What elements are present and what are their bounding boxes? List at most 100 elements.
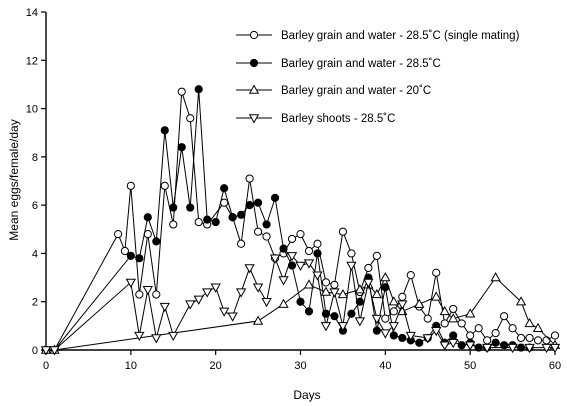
series-1-point <box>525 333 534 343</box>
series-2-point <box>135 254 144 263</box>
series-2-point <box>355 297 364 306</box>
series-4-point <box>278 276 289 286</box>
legend-label: Barley grain and water - 20˚C <box>281 85 431 97</box>
series-1-point <box>262 232 271 241</box>
series-3 <box>40 272 561 354</box>
series-4-point <box>185 300 196 310</box>
series-1-point <box>126 181 135 190</box>
axes: 0 2 4 6 8 10 12 14 0 10 20 30 40 50 60 <box>26 7 561 372</box>
series-4-point <box>151 334 162 344</box>
legend-item-3: Barley grain and water - 20˚C <box>236 84 431 97</box>
legend-marker <box>249 30 259 40</box>
y-tick-label: 0 <box>32 345 38 357</box>
y-tick-label: 2 <box>32 297 38 309</box>
series-3-point <box>320 286 332 296</box>
series-2-point <box>270 193 280 202</box>
x-axis-title: Days <box>293 388 320 402</box>
y-tick-label: 6 <box>32 200 38 212</box>
series-2-point <box>389 331 398 340</box>
series-3-point <box>524 317 535 328</box>
x-tick-label: 20 <box>210 360 222 372</box>
series-1-point <box>313 239 322 248</box>
series-2-point <box>169 203 178 212</box>
series-3-point <box>414 298 425 308</box>
series-4-point <box>354 317 366 327</box>
series-3-point <box>354 284 366 294</box>
series-1-point <box>550 331 560 340</box>
series-4-point <box>210 283 221 293</box>
y-tick-label: 12 <box>26 55 38 67</box>
series-3-point <box>380 272 391 282</box>
series-4-point <box>312 271 323 281</box>
series-4-point <box>507 343 518 354</box>
series-3-point <box>371 288 383 299</box>
series-1 <box>41 87 560 355</box>
series-4-point <box>286 252 298 262</box>
x-tick-label: 40 <box>379 360 391 372</box>
series-1-point <box>491 329 500 338</box>
series-4-point <box>320 322 332 332</box>
legend-item-2: Barley grain and water - 28.5˚C <box>236 58 441 70</box>
series-2-point <box>415 338 424 347</box>
series-4-point <box>235 288 247 298</box>
series-4-point <box>549 343 561 354</box>
series-1-point <box>160 181 169 190</box>
series-3-point <box>252 315 264 325</box>
legend-marker <box>248 84 260 94</box>
series-2-point <box>313 249 322 258</box>
series-2-point <box>279 244 288 253</box>
y-tick-label: 14 <box>26 7 38 19</box>
series-1-point <box>194 217 203 227</box>
legend-item-1: Barley grain and water - 28.5˚C (single … <box>236 30 520 42</box>
series-3-point <box>448 313 459 323</box>
series-1-point <box>398 292 407 301</box>
series-2-point <box>398 333 407 343</box>
series-3-point <box>439 305 450 316</box>
series-1-point <box>483 336 492 345</box>
series-4-point <box>346 261 357 272</box>
series-1-point <box>152 290 161 299</box>
series-4-point <box>269 254 281 264</box>
x-tick-label: 50 <box>464 360 476 372</box>
series-4-point <box>295 261 306 272</box>
series-1-point <box>120 246 129 256</box>
series-1-point <box>516 333 526 343</box>
series-4-point <box>218 307 230 317</box>
series-4-point <box>363 278 374 288</box>
series-1-point <box>330 280 339 289</box>
series-4-point <box>448 339 459 349</box>
series-3-point <box>388 296 399 306</box>
series-3-line <box>46 276 556 351</box>
series-4-point <box>134 331 145 342</box>
legend-label: Barley grain and water - 28.5˚C (single … <box>281 30 520 42</box>
series-1-point <box>114 230 123 239</box>
legend-marker <box>249 58 259 68</box>
series-2-point <box>152 237 161 246</box>
series-1-point <box>500 312 509 321</box>
series-4-point <box>159 302 170 313</box>
series-1-line <box>46 91 556 351</box>
series-4-point <box>168 331 179 342</box>
series-2-point <box>491 338 500 347</box>
series-1-point <box>466 331 475 340</box>
series-2-point <box>220 184 229 193</box>
legend-label: Barley grain and water - 28.5˚C <box>281 58 441 70</box>
series-2-point <box>330 312 339 321</box>
series-1-point <box>287 234 297 244</box>
y-tick-label: 4 <box>32 248 38 260</box>
series-1-point <box>186 114 195 123</box>
series-2-point <box>296 297 305 306</box>
series-4-point <box>541 343 552 354</box>
series-2-point <box>457 341 466 350</box>
series-3-point <box>278 298 289 308</box>
series-1-point <box>296 230 305 239</box>
series-3-point <box>490 272 501 282</box>
series-2-point <box>347 309 356 318</box>
series-2-point <box>194 85 203 94</box>
series-2-point <box>177 143 186 152</box>
series-2-point <box>372 326 381 335</box>
series-4-point <box>465 341 476 351</box>
series-4-point <box>371 314 383 325</box>
series-1-point <box>177 87 186 96</box>
series-1-point <box>423 314 432 323</box>
